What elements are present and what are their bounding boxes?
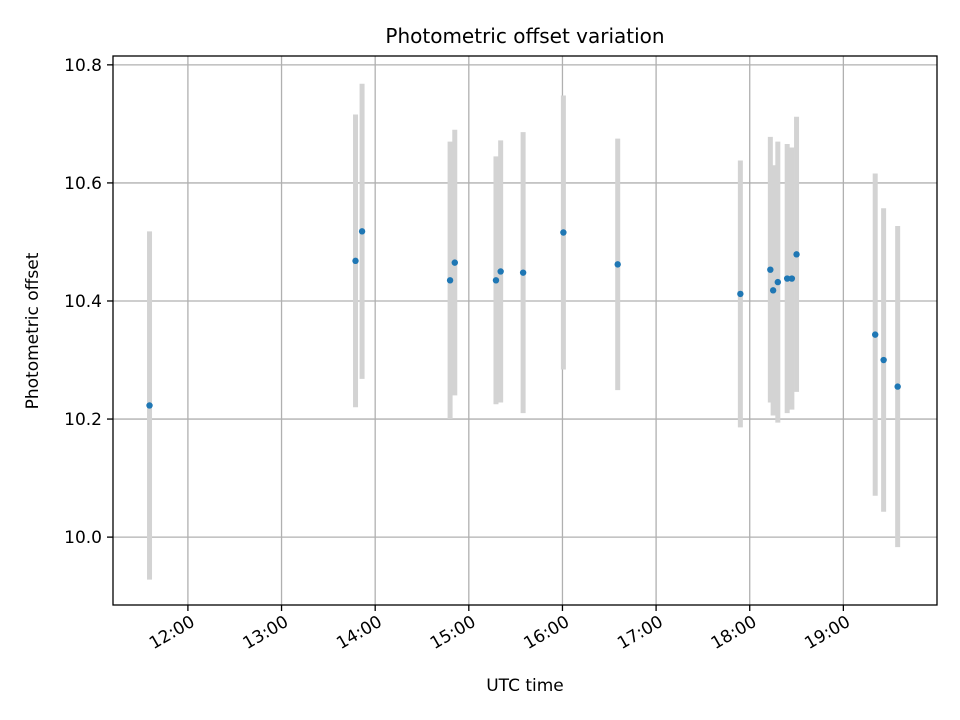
y-tick-label-3: 10.6 <box>64 174 102 194</box>
data-point-6 <box>497 268 504 275</box>
data-point-0 <box>146 402 153 409</box>
data-point-10 <box>737 290 744 298</box>
data-point-8 <box>560 229 567 236</box>
y-tick-label-1: 10.2 <box>64 410 102 430</box>
data-point-14 <box>783 275 791 282</box>
x-tick-label-3: 15:00 <box>427 612 479 654</box>
data-point-19 <box>894 383 901 390</box>
y-axis-ticks: 10.0 10.2 10.4 10.6 10.8 <box>64 56 113 548</box>
data-point-15 <box>788 275 796 282</box>
x-tick-label-7: 19:00 <box>801 612 853 654</box>
data-point-7 <box>519 269 527 276</box>
axes-border <box>112 55 938 606</box>
x-tick-label-1: 13:00 <box>240 612 292 654</box>
data-point-17 <box>872 331 879 338</box>
data-point-16 <box>793 251 800 258</box>
x-axis-title: UTC time <box>486 676 564 696</box>
x-tick-label-0: 12:00 <box>146 612 198 654</box>
data-point-11 <box>767 266 774 273</box>
data-point-3 <box>446 277 454 284</box>
data-point-5 <box>492 277 500 284</box>
x-tick-label-5: 17:00 <box>614 612 666 654</box>
y-tick-label-0: 10.0 <box>64 528 102 548</box>
x-tick-label-2: 14:00 <box>333 612 385 654</box>
axes-frame <box>112 55 938 606</box>
x-axis-ticks: 12:00 13:00 14:00 15:00 16:00 17:00 18:00 19:00 <box>146 605 854 654</box>
data-point-1 <box>352 257 359 265</box>
data-point-9 <box>614 261 621 268</box>
data-point-4 <box>451 259 458 266</box>
chart-title: Photometric offset variation <box>385 24 664 48</box>
x-tick-label-6: 18:00 <box>708 612 760 654</box>
data-point-18 <box>880 356 887 364</box>
data-point-12 <box>769 287 777 294</box>
y-axis-title: Photometric offset <box>23 252 43 409</box>
data-point-2 <box>358 228 366 235</box>
data-points <box>146 228 901 409</box>
y-tick-label-4: 10.8 <box>64 56 102 76</box>
x-tick-label-4: 16:00 <box>521 612 573 654</box>
y-tick-label-2: 10.4 <box>64 292 102 312</box>
data-point-13 <box>774 278 782 286</box>
